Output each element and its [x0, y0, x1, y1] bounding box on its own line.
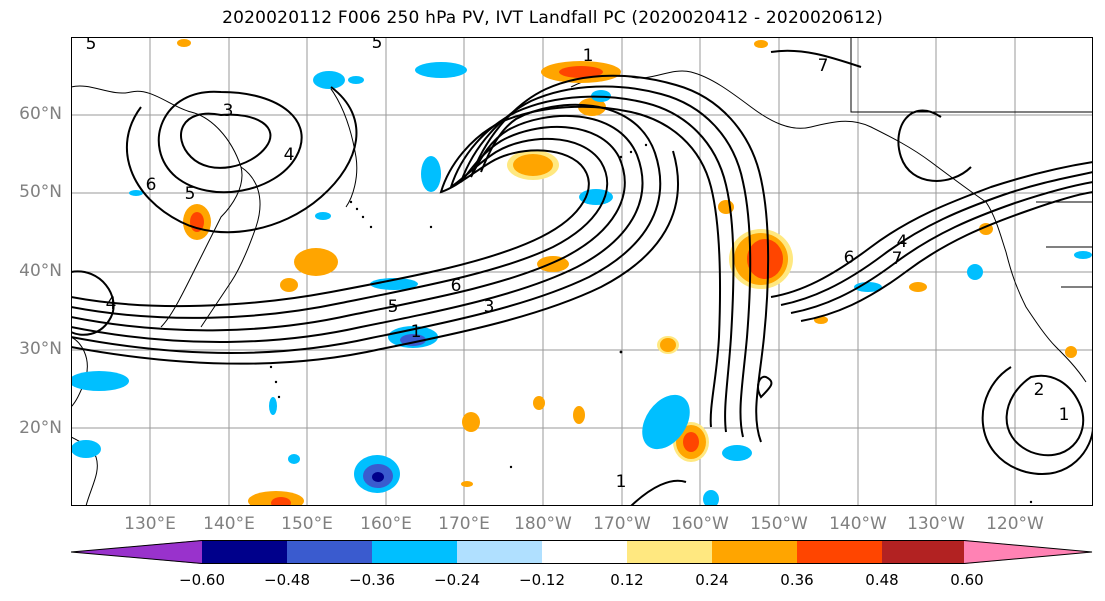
colorbar-bin: [882, 540, 964, 564]
contour-label: 6: [451, 276, 462, 296]
lon-label: 170°E: [438, 514, 490, 534]
colorbar-svg: [70, 540, 1093, 564]
contour-label: 3: [223, 101, 234, 121]
contour-label: 3: [484, 297, 495, 317]
lat-label: 60°N: [19, 104, 62, 124]
colorbar-bin: [372, 540, 457, 564]
contour-label: 5: [372, 37, 383, 53]
lat-label: 30°N: [19, 339, 62, 359]
lat-label: 20°N: [19, 418, 62, 438]
islands: [269, 143, 1033, 504]
contour-label: 4: [106, 294, 117, 314]
contour-label: 4: [284, 145, 295, 165]
colorbar-extend-low: [71, 540, 202, 564]
lon-label: 140°W: [829, 514, 887, 534]
colorbar-tick-label: −0.60: [179, 571, 225, 589]
colorbar-bin: [457, 540, 542, 564]
colorbar-tick-label: 0.36: [780, 571, 814, 589]
colorbar-tick-label: −0.36: [349, 571, 395, 589]
contour-label: 1: [616, 472, 627, 492]
lon-label: 180°W: [514, 514, 572, 534]
colorbar-bin: [797, 540, 882, 564]
colorbar-tick-label: 0.12: [610, 571, 644, 589]
colorbar-tick-label: −0.24: [434, 571, 480, 589]
colorbar-bin: [542, 540, 627, 564]
contour-label: 5: [86, 37, 97, 54]
lon-label: 160°E: [360, 514, 412, 534]
contour-labels: 5 5 3 4 6 5 1 7 6 5 3 1 6 4 7 4 2 1 1: [86, 37, 1070, 492]
lon-label: 130°E: [124, 514, 176, 534]
colorbar-bin: [202, 540, 287, 564]
lon-label: 140°E: [203, 514, 255, 534]
contour-label: 6: [146, 175, 157, 195]
colorbar-tick-label: −0.48: [264, 571, 310, 589]
colorbar-bin: [712, 540, 797, 564]
contour-label: 7: [892, 249, 903, 269]
contour-label: 6: [844, 248, 855, 268]
colorbar: [70, 540, 1093, 564]
lat-label: 50°N: [19, 182, 62, 202]
map-panel: 5 5 3 4 6 5 1 7 6 5 3 1 6 4 7 4 2 1 1: [71, 37, 1093, 506]
colorbar-bin: [287, 540, 372, 564]
colorbar-tick-label: 0.60: [950, 571, 984, 589]
pv-negative-shading: [71, 62, 1092, 506]
colorbar-tick-label: 0.24: [695, 571, 729, 589]
ivt-contours: [71, 49, 1093, 506]
lat-label: 40°N: [19, 261, 62, 281]
lon-label: 120°W: [986, 514, 1044, 534]
lon-label: 160°W: [671, 514, 729, 534]
contour-label: 1: [411, 322, 422, 342]
lon-label: 150°E: [281, 514, 333, 534]
contour-label: 5: [388, 297, 399, 317]
contour-label: 2: [1034, 380, 1045, 400]
contour-label: 5: [185, 184, 196, 204]
colorbar-extend-high: [964, 540, 1093, 564]
map-canvas: 5 5 3 4 6 5 1 7 6 5 3 1 6 4 7 4 2 1 1: [71, 37, 1093, 506]
figure-title: 2020020112 F006 250 hPa PV, IVT Landfall…: [222, 8, 883, 28]
contour-label: 1: [1059, 405, 1070, 425]
lon-label: 170°W: [593, 514, 651, 534]
colorbar-tick-label: −0.12: [519, 571, 565, 589]
contour-label: 4: [897, 232, 908, 252]
lon-label: 150°W: [750, 514, 808, 534]
colorbar-tick-label: 0.48: [865, 571, 899, 589]
contour-label: 1: [583, 46, 594, 66]
contour-label: 7: [818, 56, 829, 76]
colorbar-bin: [627, 540, 712, 564]
lon-label: 130°W: [907, 514, 965, 534]
